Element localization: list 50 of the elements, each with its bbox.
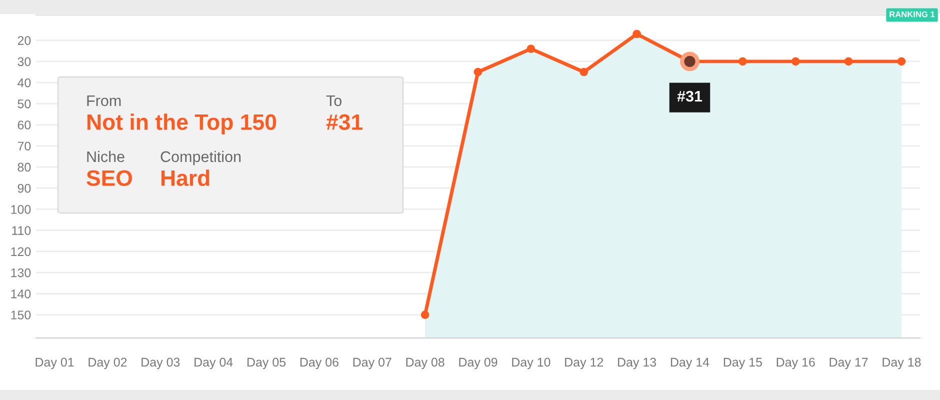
- point: [474, 68, 482, 76]
- point: [897, 57, 906, 66]
- y-tick-label: 70: [18, 142, 31, 151]
- annotation: From: [87, 95, 121, 106]
- x-tick-label: Day 18: [882, 358, 921, 370]
- x-tick-label: Day 07: [353, 358, 392, 370]
- annotation: Niche: [87, 150, 124, 162]
- x-tick-label: Day 17: [830, 358, 868, 370]
- point: [580, 68, 588, 76]
- y-tick-label: 20: [18, 36, 31, 45]
- x-tick-label: Day 15: [724, 358, 762, 370]
- x-tick-label: Day 04: [194, 358, 233, 370]
- x-tick-label: Day 13: [618, 358, 656, 370]
- annotation: Competition: [160, 150, 241, 166]
- y-tick-label: 150: [11, 310, 31, 320]
- x-tick-label: Day 08: [406, 358, 444, 370]
- annotation: RANKING 1: [890, 11, 935, 18]
- point: [738, 57, 747, 66]
- point: [526, 44, 536, 53]
- annotation: Hard: [161, 170, 210, 186]
- annotation: #31: [677, 90, 702, 102]
- annotation: Not in the Top 150: [87, 114, 276, 134]
- x-tick-label: Day 10: [512, 358, 550, 370]
- y-tick-label: 30: [18, 57, 31, 66]
- x-tick-label: Day 01: [36, 358, 74, 370]
- point: [420, 310, 430, 319]
- y-tick-label: 50: [18, 99, 31, 108]
- y-tick-label: 110: [12, 226, 31, 235]
- annotation: SEO: [86, 170, 132, 186]
- annotation: #31: [326, 114, 362, 130]
- y-tick-label: 120: [11, 247, 31, 256]
- y-tick-label: 90: [18, 184, 31, 193]
- x-tick-label: Day 05: [247, 358, 286, 370]
- x-tick-label: Day 09: [459, 358, 498, 370]
- y-tick-label: 60: [18, 120, 31, 130]
- x-tick-label: Day 14: [670, 358, 710, 370]
- point: [844, 57, 853, 66]
- y-tick-label: 40: [18, 78, 31, 88]
- x-tick-label: Day 02: [88, 358, 127, 370]
- annotation: To: [326, 95, 342, 106]
- point: [791, 57, 800, 66]
- x-tick-label: Day 16: [776, 358, 815, 370]
- y-tick-label: 140: [11, 289, 31, 298]
- y-tick-label: 80: [18, 162, 31, 172]
- x-tick-label: Day 12: [565, 358, 604, 370]
- y-tick-label: 130: [11, 268, 31, 278]
- x-tick-label: Day 06: [300, 358, 338, 370]
- point: [632, 30, 641, 38]
- y-tick-label: 100: [11, 205, 31, 214]
- x-tick-label: Day 03: [142, 358, 180, 370]
